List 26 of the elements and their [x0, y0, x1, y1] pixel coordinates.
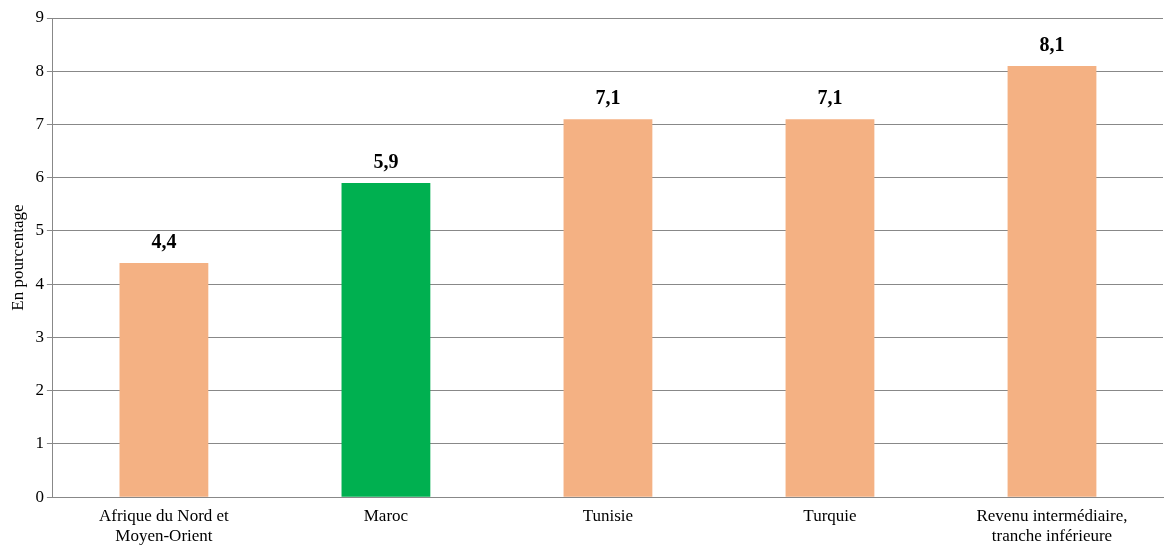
data-label: 5,9 — [373, 150, 399, 173]
x-tick-label: Tunisie — [582, 505, 634, 525]
y-tick-label: 5 — [35, 220, 44, 240]
y-tick-label: 8 — [35, 60, 44, 80]
y-tick-label: 3 — [35, 326, 44, 346]
y-tick-label: 7 — [35, 113, 45, 133]
x-tick-label: Turquie — [803, 505, 857, 525]
data-label: 7,1 — [595, 86, 621, 109]
bar — [785, 119, 875, 497]
y-tick-label: 0 — [35, 486, 44, 506]
y-tick-label: 6 — [35, 167, 44, 187]
y-tick-label: 2 — [35, 380, 44, 400]
bar — [563, 119, 653, 497]
data-label: 7,1 — [817, 86, 843, 109]
x-tick-label: Maroc — [363, 505, 409, 525]
bar — [1007, 65, 1097, 497]
y-tick-label: 9 — [35, 7, 44, 27]
data-label: 4,4 — [151, 230, 177, 253]
x-tick-label: Afrique du Nord et Moyen-Orient — [99, 505, 230, 546]
bar — [119, 262, 209, 497]
y-tick-label: 1 — [35, 433, 44, 453]
y-tick-label: 4 — [35, 273, 45, 293]
bar — [341, 183, 431, 497]
data-label: 8,1 — [1039, 33, 1065, 56]
x-tick-label: Revenu intermédiaire, tranche inférieure — [976, 505, 1128, 546]
y-axis-title: En pourcentage — [7, 204, 27, 311]
